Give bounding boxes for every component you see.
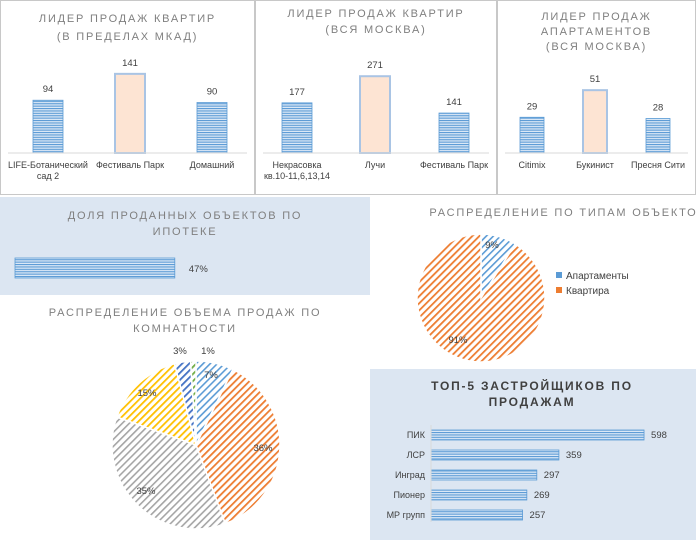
chart-title-leader-moscow-0: ЛИДЕР ПРОДАЖ КВАРТИР	[287, 8, 464, 20]
tick-label-leader-moscow-2-0: Фестиваль Парк	[420, 160, 488, 170]
data-label-leader-mkad-1: 141	[122, 58, 138, 69]
slice-types-pie-1	[416, 233, 546, 363]
data-label-top5-0: 598	[651, 430, 667, 441]
data-label-types-pie-0: 9%	[485, 240, 499, 251]
chart-title-top5-1: ПРОДАЖАМ	[489, 395, 576, 409]
chart-title-mortgage-0: ДОЛЯ ПРОДАННЫХ ОБЪЕКТОВ ПО	[68, 210, 303, 222]
data-label-rooms-pie-4: 3%	[173, 346, 187, 357]
tick-label-top5-1: ЛСР	[407, 450, 425, 460]
mortgage-panel	[0, 197, 370, 295]
bar-leader-apartments-2	[645, 118, 671, 154]
data-label-top5-2: 297	[544, 470, 560, 481]
bar-leader-mkad-0	[32, 99, 64, 154]
data-label-rooms-pie-2: 35%	[136, 486, 156, 497]
data-label-types-pie-1: 91%	[448, 335, 468, 346]
data-label-rooms-pie-3: 15%	[137, 388, 157, 399]
tick-label-leader-apartments-1-0: Букинист	[576, 160, 614, 170]
tick-label-top5-4: МР групп	[387, 510, 426, 520]
chart-title-leader-moscow-1: (ВСЯ МОСКВА)	[325, 24, 426, 36]
slice-rooms-pie-2	[111, 416, 227, 530]
data-label-leader-moscow-2: 141	[446, 97, 462, 108]
data-label-top5-4: 257	[530, 510, 546, 521]
data-label-leader-mkad-0: 94	[43, 84, 54, 95]
bar-leader-mkad-1	[114, 72, 146, 154]
tick-label-leader-mkad-0-1: сад 2	[37, 171, 59, 181]
data-label-leader-mkad-2: 90	[207, 86, 218, 97]
tick-label-top5-3: Пионер	[394, 490, 425, 500]
chart-title-rooms-1: КОМНАТНОСТИ	[133, 323, 237, 335]
legend-label-0: Апартаменты	[566, 271, 629, 282]
bar-top5-0	[430, 429, 645, 441]
slice-rooms-pie-3	[115, 362, 198, 447]
tick-label-leader-mkad-1-0: Фестиваль Парк	[96, 160, 164, 170]
data-label-rooms-pie-5: 1%	[201, 346, 215, 357]
data-label-mortgage-0: 47%	[189, 264, 209, 275]
bar-top5-3	[430, 489, 528, 501]
tick-label-leader-apartments-2-0: Пресня Сити	[631, 160, 685, 170]
bar-leader-moscow-0	[281, 102, 313, 154]
bar-top5-4	[430, 509, 523, 521]
chart-title-leader-apartments-2: (ВСЯ МОСКВА)	[546, 41, 647, 53]
bar-top5-1	[430, 449, 560, 461]
tick-label-top5-0: ПИК	[407, 430, 426, 440]
data-label-top5-3: 269	[534, 490, 550, 501]
tick-label-leader-moscow-0-0: Некрасовка	[273, 160, 322, 170]
chart-title-mortgage-1: ИПОТЕКЕ	[153, 226, 218, 238]
legend-label-1: Квартира	[566, 286, 610, 297]
bar-leader-apartments-1	[582, 89, 608, 154]
chart-title-rooms-0: РАСПРЕДЕЛЕНИЕ ОБЪЕМА ПРОДАЖ ПО	[49, 307, 322, 319]
bar-mortgage-0	[14, 257, 176, 279]
bar-top5-2	[430, 469, 538, 481]
tick-label-leader-mkad-2-0: Домашний	[190, 160, 235, 170]
bar-leader-apartments-0	[519, 116, 545, 154]
chart-title-leader-mkad-1: (В ПРЕДЕЛАХ МКАД)	[57, 31, 198, 43]
data-label-rooms-pie-1: 36%	[253, 443, 273, 454]
chart-title-leader-apartments-1: АПАРТАМЕНТОВ	[541, 26, 652, 38]
data-label-leader-apartments-0: 29	[527, 101, 538, 112]
data-label-leader-moscow-0: 177	[289, 87, 305, 98]
data-label-leader-apartments-1: 51	[590, 74, 601, 85]
tick-label-leader-mkad-0-0: LIFE-Ботанический	[8, 160, 88, 170]
bar-leader-mkad-2	[196, 102, 228, 154]
bar-leader-moscow-2	[438, 112, 470, 154]
tick-label-leader-moscow-0-1: кв.10-11,6,13,14	[264, 171, 330, 181]
chart-title-types: РАСПРЕДЕЛЕНИЕ ПО ТИПАМ ОБЪЕКТОВ	[429, 207, 696, 219]
data-label-leader-moscow-1: 271	[367, 60, 383, 71]
legend-marker-1	[556, 287, 562, 293]
tick-label-top5-2: Инград	[395, 470, 426, 480]
bar-leader-moscow-1	[359, 75, 391, 154]
data-label-top5-1: 359	[566, 450, 582, 461]
data-label-leader-apartments-2: 28	[653, 103, 664, 114]
chart-title-leader-mkad-0: ЛИДЕР ПРОДАЖ КВАРТИР	[39, 13, 216, 25]
legend-marker-0	[556, 272, 562, 278]
chart-title-leader-apartments-0: ЛИДЕР ПРОДАЖ	[541, 11, 651, 23]
chart-title-top5-0: ТОП-5 ЗАСТРОЙЩИКОВ ПО	[431, 378, 633, 393]
tick-label-leader-moscow-1-0: Лучи	[365, 160, 385, 170]
slice-rooms-pie-1	[195, 368, 281, 525]
tick-label-leader-apartments-0-0: Citimix	[519, 160, 546, 170]
data-label-rooms-pie-0: 7%	[204, 370, 218, 381]
slice-rooms-pie-5	[189, 360, 197, 446]
